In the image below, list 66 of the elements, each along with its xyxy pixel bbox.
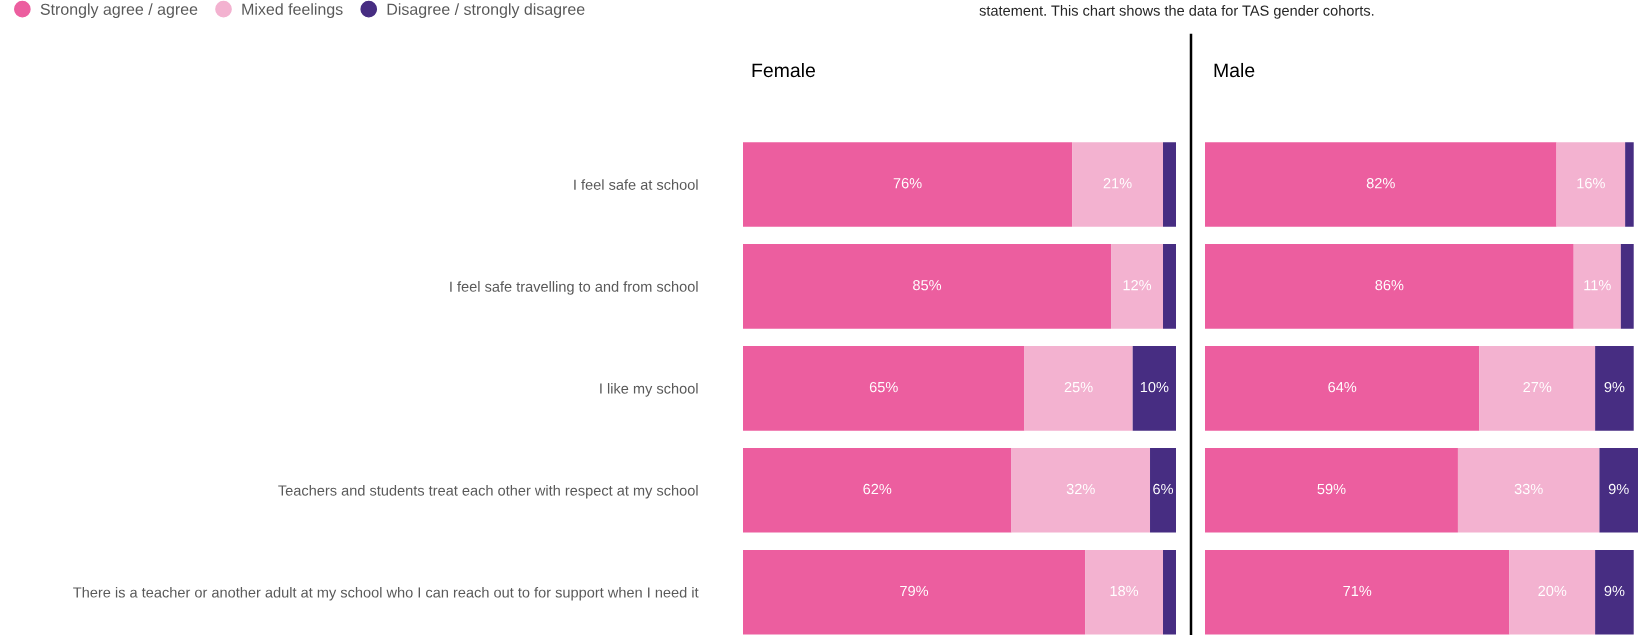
data-label: 79% (900, 585, 929, 597)
y-tick-label: I feel safe at school (574, 179, 698, 190)
data-label: 86% (1375, 279, 1404, 291)
bar (1111, 244, 1164, 329)
bar (1163, 142, 1176, 227)
data-label: 76% (893, 178, 922, 189)
bar (1573, 244, 1621, 329)
data-label: 82% (1366, 178, 1395, 189)
legend-label: Disagree / strongly disagree (387, 3, 585, 19)
y-tick-label: I feel safe travelling to and from school (450, 281, 698, 295)
bar (1556, 142, 1626, 227)
bar (1205, 346, 1480, 431)
bar (1072, 142, 1164, 227)
data-label: 16% (1577, 178, 1605, 189)
chart-title: Female (752, 62, 815, 78)
data-label: 25% (1064, 381, 1093, 393)
bar (1595, 346, 1634, 431)
data-label: 32% (1066, 483, 1095, 495)
data-label: 62% (863, 483, 892, 495)
data-label: 9% (1604, 381, 1625, 393)
bar (1599, 447, 1638, 533)
data-label: 21% (1103, 178, 1132, 189)
bar (743, 549, 1086, 635)
bar (743, 244, 1112, 329)
bar (1163, 549, 1176, 635)
bar (1205, 549, 1510, 635)
data-label: 33% (1514, 483, 1543, 495)
data-label: 9% (1604, 585, 1625, 597)
data-label: 11% (1584, 280, 1611, 291)
bar (743, 346, 1025, 431)
y-tick-label: Teachers and students treat each other with respect at my school (278, 484, 698, 499)
bar (1163, 244, 1176, 329)
bar (1011, 447, 1151, 533)
bar (743, 142, 1073, 227)
bar (1595, 549, 1634, 635)
data-label: 20% (1538, 585, 1567, 597)
legend-label: Mixed feelings (242, 3, 343, 19)
bar (1509, 549, 1596, 635)
bar (1205, 142, 1557, 227)
data-label: 27% (1523, 381, 1552, 393)
bar (1085, 549, 1164, 635)
legend-label: Strongly agree / agree (40, 3, 198, 19)
data-label: 18% (1110, 585, 1139, 597)
data-label: 64% (1328, 381, 1357, 393)
data-label: 9% (1608, 483, 1629, 495)
data-label: 59% (1317, 483, 1346, 495)
data-label: 65% (869, 381, 898, 393)
chart-title: Male (1214, 62, 1255, 78)
bar (1024, 346, 1133, 431)
y-tick-label: I like my school (600, 383, 698, 397)
text: statement. This chart shows the data for TAS gender cohorts. (979, 5, 1374, 19)
data-label: 6% (1153, 483, 1174, 495)
bar (1205, 244, 1574, 329)
bar (1620, 244, 1634, 329)
bar (1479, 346, 1596, 431)
data-label: 10% (1140, 381, 1169, 393)
data-label: 71% (1343, 585, 1372, 597)
bar (1625, 142, 1634, 227)
data-label: 12% (1123, 279, 1152, 291)
bar (1457, 447, 1600, 533)
bar (1150, 447, 1176, 533)
bar (743, 447, 1012, 533)
y-tick-label: There is a teacher or another adult at my school who I can reach out to for support when I need it (73, 586, 699, 601)
data-label: 85% (913, 279, 942, 291)
bar (1205, 447, 1458, 533)
bar (1132, 346, 1176, 431)
